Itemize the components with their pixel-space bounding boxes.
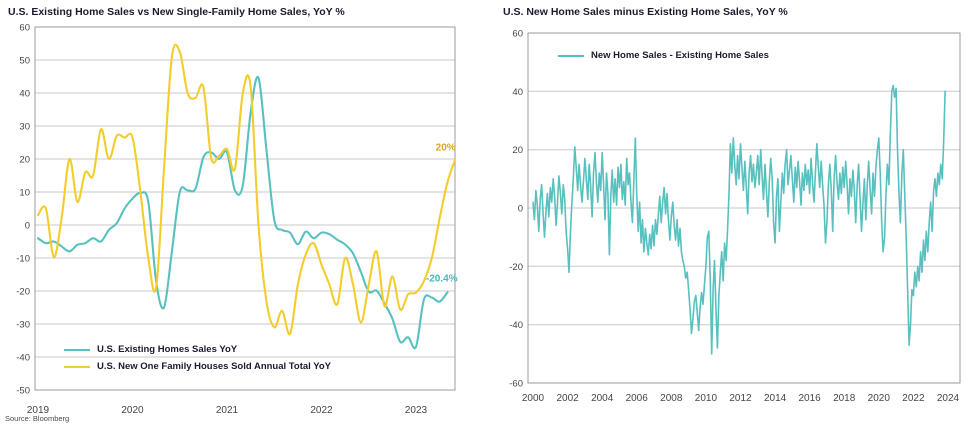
- y-tick-label: -30: [16, 320, 30, 331]
- legend-item: New Home Sales - Existing Home Sales: [556, 49, 773, 62]
- annotation-label: 20%: [436, 142, 456, 153]
- x-tick-label: 2004: [591, 393, 614, 404]
- x-tick-label: 2022: [902, 393, 925, 404]
- left-chart-title: U.S. Existing Home Sales vs New Single-F…: [8, 6, 345, 18]
- y-tick-label: 20: [19, 155, 30, 166]
- plot-border: [34, 26, 456, 391]
- legend-label: New Home Sales - Existing Home Sales: [591, 50, 769, 61]
- y-tick-label: -20: [16, 287, 30, 298]
- annotation-label: -20.4%: [426, 274, 458, 285]
- x-tick-label: 2020: [868, 393, 891, 404]
- y-tick-label: -60: [509, 379, 523, 390]
- new-home-sales-existing-home-sales-line: [532, 84, 946, 355]
- x-tick-label: 2006: [626, 393, 649, 404]
- legend-line-swatch: [64, 365, 90, 368]
- right-chart-legend: New Home Sales - Existing Home Sales: [556, 49, 773, 62]
- y-tick-label: -20: [509, 262, 523, 273]
- x-tick-label: 2023: [405, 405, 428, 416]
- plot-border: [527, 32, 961, 384]
- y-tick-label: 60: [512, 29, 523, 40]
- legend-line-swatch: [558, 54, 584, 57]
- x-tick-label: 2021: [216, 405, 239, 416]
- u-s-new-one-family-houses-sold-annual-total-yoy-line: [36, 43, 455, 336]
- x-tick-label: 2019: [27, 405, 50, 416]
- x-tick-label: 2008: [660, 393, 683, 404]
- y-tick-label: 10: [19, 188, 30, 199]
- legend-label: U.S. Existing Homes Sales YoY: [97, 344, 238, 355]
- x-tick-label: 2010: [695, 393, 718, 404]
- y-tick-label: 40: [512, 87, 523, 98]
- x-tick-label: 2016: [798, 393, 821, 404]
- x-tick-label: 2000: [522, 393, 545, 404]
- y-tick-label: -10: [16, 254, 30, 265]
- x-tick-label: 2022: [310, 405, 333, 416]
- y-tick-label: 0: [25, 221, 30, 232]
- y-tick-label: -50: [16, 386, 30, 397]
- y-tick-label: -40: [16, 353, 30, 364]
- legend-item: U.S. Existing Homes Sales YoY: [62, 343, 336, 356]
- left-chart-legend: U.S. Existing Homes Sales YoY U.S. New On…: [62, 343, 336, 373]
- legend-label: U.S. New One Family Houses Sold Annual T…: [97, 361, 332, 372]
- y-tick-label: 0: [518, 204, 523, 215]
- y-tick-label: 60: [19, 23, 30, 34]
- x-tick-label: 2014: [764, 393, 787, 404]
- x-tick-label: 2012: [729, 393, 752, 404]
- u-s-existing-homes-sales-yoy-line: [36, 75, 449, 350]
- source-note: Source: Bloomberg: [5, 414, 70, 423]
- x-tick-label: 2002: [556, 393, 579, 404]
- y-tick-label: -40: [509, 320, 523, 331]
- y-tick-label: 50: [19, 56, 30, 67]
- x-tick-label: 2024: [937, 393, 960, 404]
- x-tick-label: 2018: [833, 393, 856, 404]
- x-tick-label: 2020: [121, 405, 144, 416]
- y-tick-label: 40: [19, 89, 30, 100]
- y-tick-label: 30: [19, 122, 30, 133]
- y-tick-label: 20: [512, 145, 523, 156]
- legend-line-swatch: [64, 348, 90, 351]
- right-chart-title: U.S. New Home Sales minus Existing Home …: [503, 6, 788, 18]
- legend-item: U.S. New One Family Houses Sold Annual T…: [62, 360, 336, 373]
